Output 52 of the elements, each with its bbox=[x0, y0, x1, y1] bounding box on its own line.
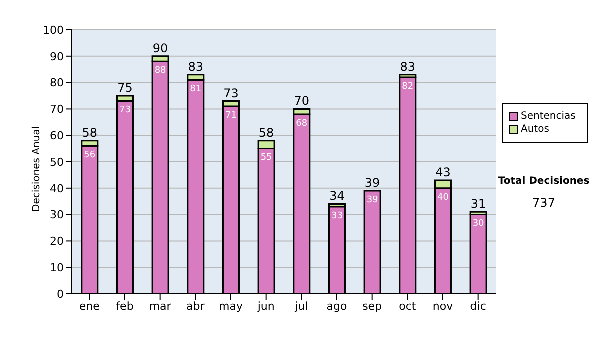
data-label: 40 bbox=[438, 192, 450, 203]
data-label: 68 bbox=[296, 118, 308, 129]
total-label: 31 bbox=[470, 197, 486, 212]
legend-label: Autos bbox=[521, 123, 550, 136]
data-label: 73 bbox=[120, 106, 131, 116]
data-label: 55 bbox=[260, 153, 272, 164]
y-tick-label: 100 bbox=[43, 24, 64, 37]
total-label: 34 bbox=[330, 189, 345, 204]
total-label: 73 bbox=[224, 86, 239, 100]
y-tick-label: 20 bbox=[50, 235, 64, 248]
total-label: 43 bbox=[436, 165, 451, 180]
y-axis-title: Decisiones Anual bbox=[32, 126, 43, 212]
total-label: 83 bbox=[400, 60, 416, 74]
y-tick-label: 0 bbox=[57, 288, 64, 301]
y-tick-label: 40 bbox=[50, 182, 64, 196]
x-tick-label: ene bbox=[79, 300, 100, 313]
y-tick-label: 50 bbox=[50, 156, 64, 169]
y-tick-label: 10 bbox=[50, 262, 64, 275]
x-tick-label: dic bbox=[470, 300, 486, 313]
x-tick-label: feb bbox=[116, 300, 134, 313]
x-tick-label: jul bbox=[294, 300, 308, 313]
data-label: 88 bbox=[154, 66, 167, 76]
total-label: 58 bbox=[258, 126, 274, 140]
x-tick-label: nov bbox=[432, 300, 454, 313]
legend-label: Sentencias bbox=[521, 110, 576, 123]
x-tick-label: sep bbox=[362, 300, 382, 313]
x-tick-label: oct bbox=[399, 300, 417, 313]
y-tick-label: 70 bbox=[50, 103, 64, 116]
total-label: 75 bbox=[118, 81, 133, 95]
data-label: 33 bbox=[332, 211, 343, 222]
data-label: 30 bbox=[472, 219, 485, 230]
total-label: 58 bbox=[82, 126, 98, 140]
total-label: 39 bbox=[364, 176, 380, 190]
total-label: 70 bbox=[294, 94, 310, 108]
data-label: 81 bbox=[190, 84, 202, 95]
text: 737 bbox=[532, 196, 556, 210]
data-label: 82 bbox=[402, 82, 414, 92]
data-label: 71 bbox=[226, 110, 237, 121]
x-tick-label: abr bbox=[186, 300, 206, 313]
text: Total Decisiones bbox=[497, 176, 591, 187]
y-tick-label: 90 bbox=[50, 50, 64, 64]
data-label: 56 bbox=[84, 150, 96, 161]
x-tick-label: ago bbox=[326, 300, 348, 313]
y-tick-label: 80 bbox=[50, 76, 64, 90]
total-label: 90 bbox=[152, 41, 168, 56]
x-tick-label: jun bbox=[256, 300, 275, 313]
y-tick-label: 30 bbox=[50, 208, 64, 222]
x-tick-label: may bbox=[219, 300, 244, 313]
total-label: 83 bbox=[188, 60, 204, 74]
data-label: 39 bbox=[366, 195, 379, 206]
x-tick-label: mar bbox=[149, 300, 172, 313]
y-tick-label: 60 bbox=[50, 130, 64, 143]
